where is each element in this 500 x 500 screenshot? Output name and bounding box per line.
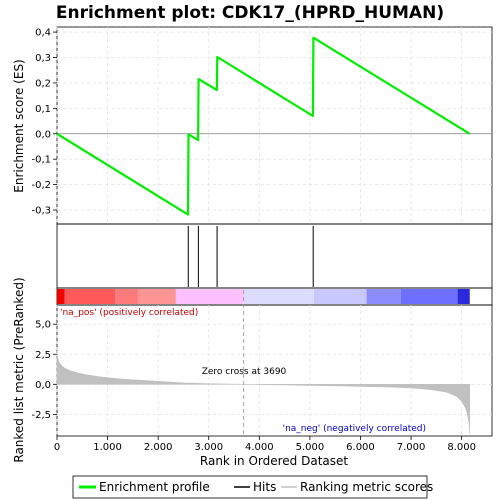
es-y-tick-label: 0,4 <box>35 28 51 39</box>
metric-y-tick-label: 0,0 <box>35 380 51 391</box>
color-bar-segment <box>137 289 176 304</box>
enrichment-profile-line <box>56 36 471 216</box>
es-y-tick-label: 0,2 <box>35 78 51 89</box>
legend-label-enrichment-profile: Enrichment profile <box>99 480 210 494</box>
metric-y-axis: -2,5 0,0 2,5 5,0 <box>31 320 57 421</box>
metric-y-axis-label: Ranked list metric (PreRanked) <box>12 277 26 462</box>
es-y-tick-label: -0,2 <box>31 180 51 191</box>
es-y-axis: -0,3 -0,2 -0,1 0,0 0,1 0,2 0,3 0,4 <box>31 28 57 217</box>
na-neg-label: 'na_neg' (negatively correlated) <box>283 424 426 434</box>
zero-cross-label: Zero cross at 3690 <box>202 367 287 377</box>
chart-title: Enrichment plot: CDK17_(HPRD_HUMAN) <box>56 3 444 23</box>
metric-y-tick-label: 5,0 <box>35 320 51 331</box>
x-tick-label: 8.000 <box>447 442 476 453</box>
color-bar-segment <box>64 289 116 304</box>
na-pos-label: 'na_pos' (positively correlated) <box>60 308 198 318</box>
color-bar-segment <box>313 289 367 304</box>
x-tick-label: 5.000 <box>296 442 325 453</box>
ranking-metric-area <box>56 290 470 436</box>
ranking-metric-fill <box>56 350 470 434</box>
es-y-tick-label: 0,1 <box>35 104 51 115</box>
x-tick-label: 6.000 <box>346 442 375 453</box>
color-bar-segment <box>57 289 65 304</box>
x-axis: 0 1.000 2.000 3.000 4.000 5.000 6.000 7.000 8.00… <box>54 436 476 453</box>
es-y-tick-label: 0,3 <box>35 53 51 64</box>
legend-label-ranking-metric-scores: Ranking metric scores <box>300 480 433 494</box>
x-tick-label: 0 <box>54 442 60 453</box>
legend-label-hits: Hits <box>253 480 276 494</box>
x-tick-label: 7.000 <box>397 442 426 453</box>
rank-color-bar <box>57 289 470 304</box>
metric-y-tick-label: -2,5 <box>31 410 51 421</box>
x-tick-label: 2.000 <box>144 442 173 453</box>
x-axis-label: Rank in Ordered Dataset <box>200 454 348 468</box>
x-tick-label: 1.000 <box>93 442 122 453</box>
es-y-tick-label: -0,1 <box>31 155 51 166</box>
legend: Enrichment profile Hits Ranking metric s… <box>72 475 433 499</box>
es-y-tick-label: 0,0 <box>35 129 51 140</box>
es-y-tick-label: -0,3 <box>31 206 51 217</box>
hits-panel-frame <box>56 223 493 289</box>
hits-marks <box>187 226 314 287</box>
es-gridlines <box>56 27 492 224</box>
es-y-axis-label: Enrichment score (ES) <box>12 59 26 192</box>
enrichment-profile <box>56 36 471 216</box>
color-bar-segment <box>175 289 244 304</box>
color-bar-segment <box>366 289 401 304</box>
color-bar-segment <box>457 289 470 304</box>
color-bar-segment <box>115 289 138 304</box>
color-bar-segment <box>243 289 314 304</box>
x-tick-label: 3.000 <box>194 442 223 453</box>
metric-y-tick-label: 2,5 <box>35 350 51 361</box>
es-panel-frame <box>56 26 493 225</box>
x-tick-label: 4.000 <box>245 442 274 453</box>
color-bar-segment <box>400 289 458 304</box>
